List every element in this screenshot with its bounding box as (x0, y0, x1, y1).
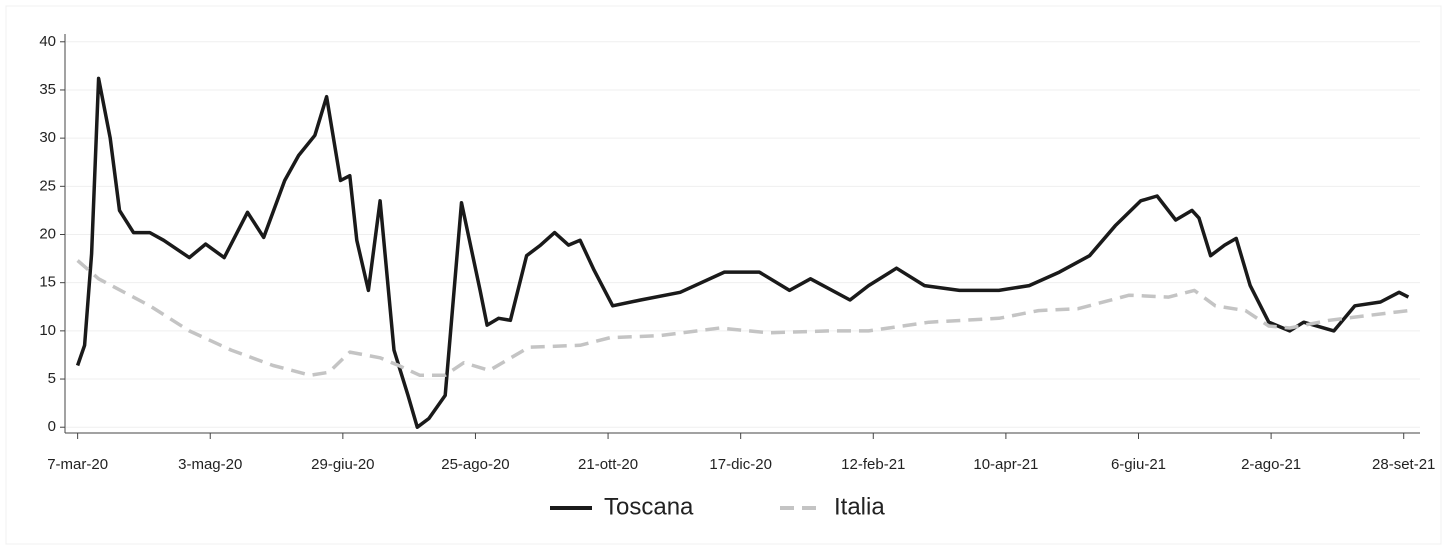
y-tick-label: 35 (39, 81, 56, 98)
y-tick-label: 0 (48, 418, 56, 435)
y-tick-label: 10 (39, 322, 56, 339)
y-tick-label: 25 (39, 177, 56, 194)
y-tick-label: 30 (39, 129, 56, 146)
x-tick-label: 29-giu-20 (311, 456, 374, 473)
x-tick-label: 12-feb-21 (841, 456, 905, 473)
x-tick-label: 17-dic-20 (709, 456, 772, 473)
x-tick-label: 7-mar-20 (47, 456, 108, 473)
x-tick-label: 28-set-21 (1372, 456, 1435, 473)
legend-label: Toscana (604, 493, 694, 520)
x-tick-label: 3-mag-20 (178, 456, 242, 473)
x-tick-label: 6-giu-21 (1111, 456, 1166, 473)
y-tick-label: 15 (39, 274, 56, 291)
chart-border (5, 5, 1442, 545)
y-tick-label: 40 (39, 33, 56, 50)
x-tick-label: 25-ago-20 (441, 456, 509, 473)
series-line (75, 76, 1410, 429)
legend-label: Italia (834, 493, 885, 520)
x-tick-label: 2-ago-21 (1241, 456, 1301, 473)
y-tick-label: 20 (39, 225, 56, 242)
x-tick-label: 21-ott-20 (578, 456, 638, 473)
series-line (76, 259, 1409, 377)
y-tick-label: 5 (48, 370, 56, 387)
x-tick-label: 10-apr-21 (973, 456, 1038, 473)
